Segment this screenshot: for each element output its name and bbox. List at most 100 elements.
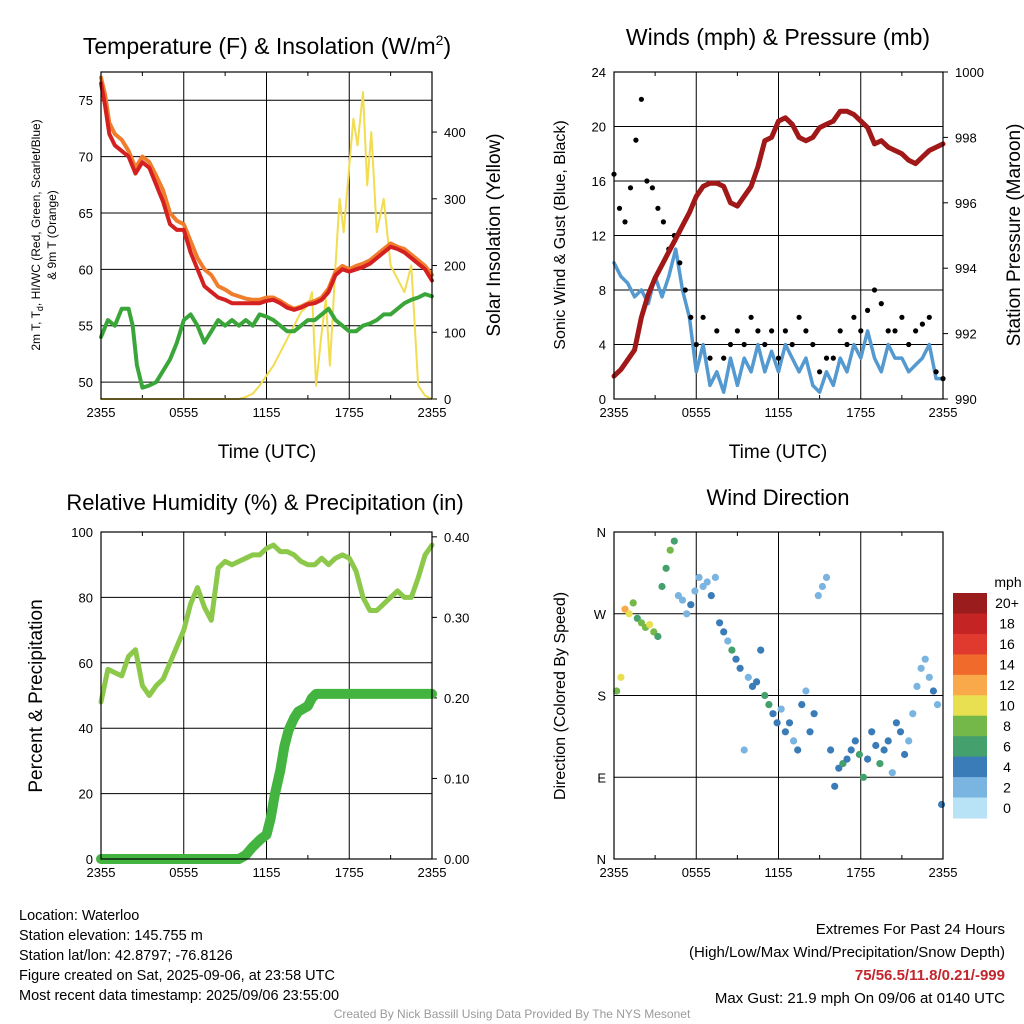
colorbar-swatch <box>953 593 987 614</box>
direction-point <box>781 728 790 736</box>
direction-point <box>646 621 654 629</box>
colorbar-label: 14 <box>999 657 1015 673</box>
direction-point <box>769 710 777 718</box>
gust-point <box>865 307 871 313</box>
humidity-y2tick-label: 0.20 <box>444 691 469 706</box>
temperature-9m-line <box>99 75 434 311</box>
direction-point <box>938 800 946 809</box>
winds-xtick-label: 1155 <box>765 405 793 420</box>
direction-point <box>773 719 781 727</box>
direction-point <box>666 546 674 554</box>
direction-point <box>913 682 921 691</box>
gust-point <box>677 260 683 266</box>
humidity-panel: Relative Humidity (%) & Precipitation (i… <box>26 490 469 880</box>
direction-point <box>884 737 892 745</box>
direction-point <box>761 691 769 700</box>
direction-point <box>843 755 851 763</box>
extremes-block: Extremes For Past 24 Hours (High/Low/Max… <box>689 918 1005 1010</box>
direction-point <box>814 592 822 600</box>
gust-point <box>892 328 898 334</box>
temperature-ytick-label: 55 <box>79 319 93 334</box>
colorbar-label: 10 <box>999 698 1015 714</box>
humidity-ytick-label: 100 <box>71 525 93 540</box>
direction-point <box>724 637 732 645</box>
direction-point <box>802 687 810 695</box>
gust-point <box>734 328 741 334</box>
direction-point <box>818 582 827 591</box>
temperature-2m-line <box>99 81 434 312</box>
gust-point <box>633 137 639 143</box>
temperature-xtick-label: 1755 <box>335 405 364 420</box>
direction-point <box>876 760 884 768</box>
gust-point <box>926 314 932 320</box>
direction-point <box>917 664 925 672</box>
direction-point <box>925 673 933 681</box>
humidity-y2tick-label: 0.10 <box>444 771 469 786</box>
winds-y2label: Station Pressure (Maroon) <box>1004 124 1024 347</box>
direction-point <box>757 646 765 654</box>
direction-point <box>794 746 802 754</box>
gust-point <box>700 314 706 320</box>
direction-ytick-label: E <box>597 770 606 785</box>
colorbar-swatch <box>953 797 987 819</box>
direction-point <box>835 764 843 772</box>
colorbar-label: 20+ <box>995 595 1019 611</box>
winds-xtick-label: 1755 <box>846 405 875 420</box>
temperature-xlabel: Time (UTC) <box>218 442 317 463</box>
direction-point <box>670 537 678 545</box>
direction-point <box>822 573 831 582</box>
colorbar-unit: mph <box>994 574 1021 590</box>
temperature-ytick-label: 60 <box>79 262 93 277</box>
direction-xtick-label: 2355 <box>600 865 629 880</box>
gust-point <box>796 314 802 320</box>
winds-ytick-label: 0 <box>599 392 606 407</box>
direction-point <box>896 728 905 736</box>
gust-point <box>660 219 667 225</box>
winds-title: Winds (mph) & Pressure (mb) <box>626 24 930 50</box>
gust-point <box>721 355 727 361</box>
direction-point <box>650 628 658 636</box>
temperature-ytick-label: 65 <box>79 206 93 221</box>
colorbar-label: 12 <box>999 677 1015 693</box>
winds-xlabel: Time (UTC) <box>729 442 828 463</box>
direction-point <box>864 755 872 763</box>
recent-data-text: Most recent data timestamp: 2025/09/06 2… <box>19 988 340 1004</box>
direction-xtick-label: 1155 <box>765 865 793 880</box>
humidity-ytick-label: 40 <box>79 721 93 736</box>
direction-point <box>810 710 818 718</box>
colorbar-label: 18 <box>999 616 1015 632</box>
gust-point <box>858 328 864 334</box>
temperature-y2tick-label: 400 <box>444 125 466 140</box>
gust-point <box>649 185 656 191</box>
direction-point <box>777 705 785 713</box>
direction-point <box>683 610 691 618</box>
direction-point <box>740 746 748 754</box>
speed-colorbar: 20+ 18 16 14 12 10 8 6 4 2 0 <box>953 593 1019 819</box>
temperature-ytick-label: 75 <box>79 93 93 108</box>
direction-point <box>847 746 855 754</box>
direction-point <box>868 728 876 736</box>
direction-point <box>831 782 839 790</box>
winds-frame <box>613 71 944 400</box>
humidity-xtick-label: 0555 <box>169 865 198 880</box>
colorbar-label: 0 <box>1003 800 1011 816</box>
credit-line: Created By Nick Bassill Using Data Provi… <box>333 1007 691 1021</box>
direction-ytick-label: N <box>597 852 606 867</box>
colorbar-swatch <box>953 777 987 799</box>
direction-point <box>662 564 670 572</box>
gust-point <box>644 178 650 184</box>
gust-point <box>871 287 878 293</box>
gust-point <box>899 314 905 320</box>
gust-point <box>830 355 836 361</box>
winds-y2tick-label: 992 <box>955 327 977 342</box>
direction-point <box>765 701 773 709</box>
colorbar-label: 16 <box>999 636 1015 652</box>
direction-point <box>736 664 744 672</box>
direction-point <box>707 592 715 600</box>
gust-point <box>714 328 720 334</box>
direction-panel: Wind Direction 2355 0555 1155 1755 2355NESWN… <box>552 485 1022 880</box>
gust-point <box>878 301 884 307</box>
direction-point <box>621 605 629 613</box>
direction-point <box>872 741 880 750</box>
direction-point <box>716 619 724 627</box>
